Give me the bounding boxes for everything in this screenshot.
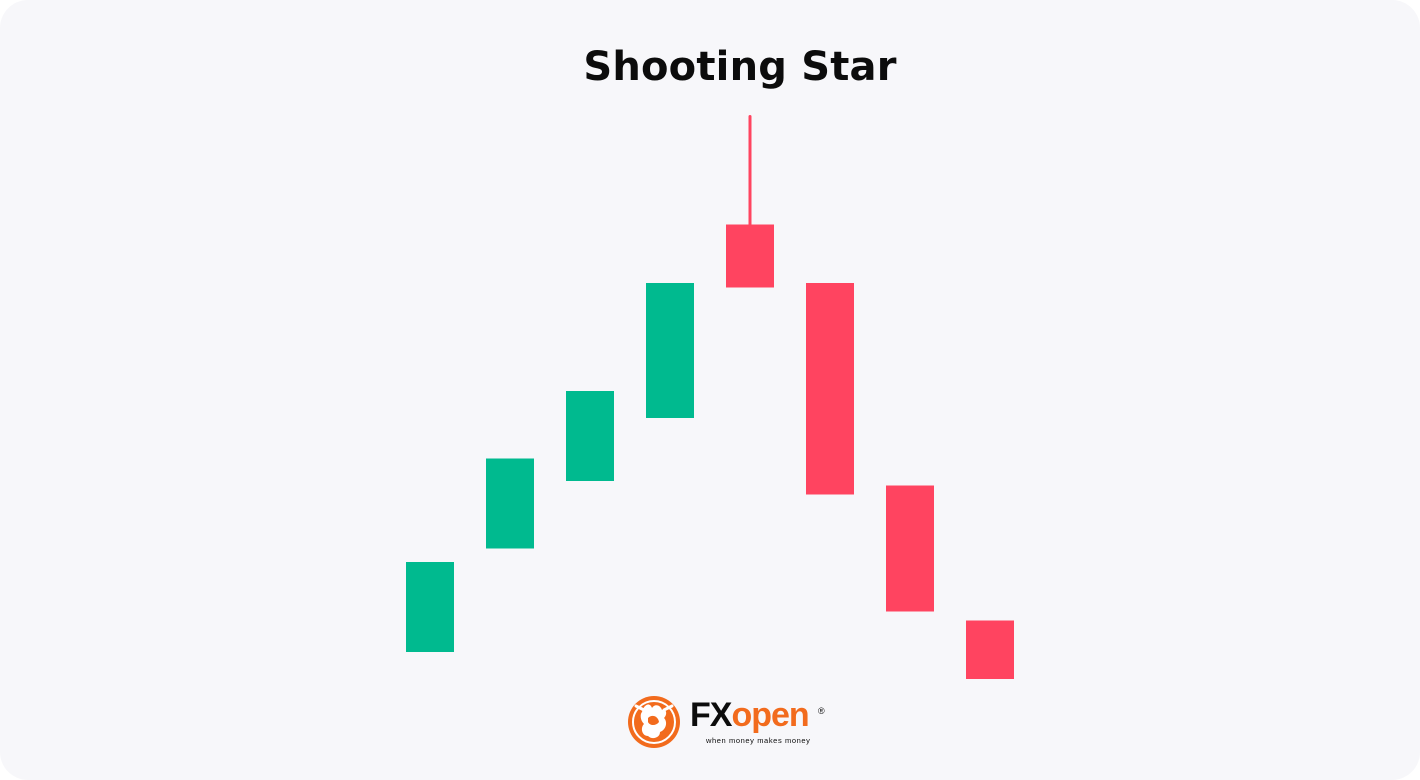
candle-4-body	[646, 283, 694, 418]
fxopen-logo: FXopen ® when money makes money	[626, 692, 836, 752]
candle-5-body	[726, 224, 774, 288]
logo-registered-mark: ®	[818, 706, 825, 716]
candle-2-body	[486, 458, 534, 549]
logo-word-open: open	[731, 696, 809, 734]
logo-word-fx: FX	[690, 696, 732, 734]
chart-title: Shooting Star	[583, 44, 897, 90]
candle-3-body	[566, 391, 614, 481]
bull-emblem-icon	[628, 696, 680, 748]
candle-1-body	[406, 562, 454, 652]
candle-6-body	[806, 283, 854, 495]
candle-8-body	[966, 620, 1014, 679]
logo-wordmark: FXopen	[690, 696, 810, 734]
candle-7-body	[886, 485, 934, 612]
logo-tagline: when money makes money	[706, 736, 811, 745]
